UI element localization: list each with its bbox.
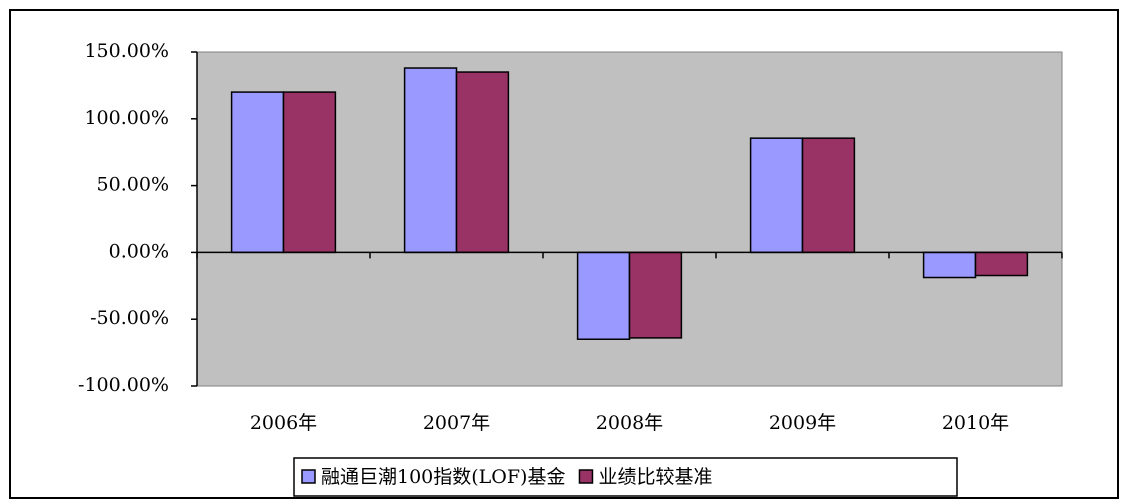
bar: [455, 71, 510, 254]
legend-label: 融通巨潮100指数(LOF)基金: [321, 466, 565, 488]
y-tick-label: 100.00%: [84, 107, 169, 129]
bar: [974, 251, 1029, 277]
bar: [230, 91, 285, 254]
legend-swatch: [301, 469, 316, 484]
bar: [922, 251, 977, 279]
x-tick-label: 2006年: [250, 412, 317, 434]
bar: [576, 251, 631, 340]
bar: [403, 67, 458, 254]
y-tick-label: 150.00%: [84, 40, 169, 62]
bar: [749, 137, 804, 254]
legend-label: 业绩比较基准: [598, 466, 712, 488]
y-tick-label: 0.00%: [109, 240, 169, 262]
bar: [282, 91, 337, 254]
y-tick-label: -50.00%: [90, 307, 169, 329]
bar: [628, 251, 683, 339]
y-tick-label: 50.00%: [97, 174, 169, 196]
y-tick-label: -100.00%: [78, 374, 169, 396]
plot-area: [196, 51, 1063, 387]
legend-box: [293, 457, 958, 497]
x-tick-label: 2007年: [423, 412, 490, 434]
legend-swatch: [578, 469, 594, 484]
x-tick-label: 2008年: [596, 412, 663, 434]
x-tick-label: 2010年: [942, 412, 1009, 434]
bar: [801, 137, 856, 254]
x-tick-label: 2009年: [769, 412, 836, 434]
